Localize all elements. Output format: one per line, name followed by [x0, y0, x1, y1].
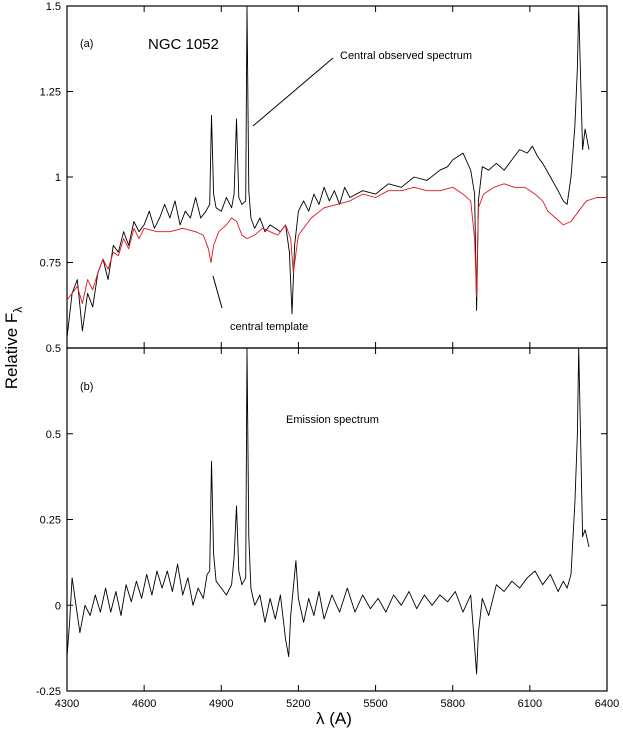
x-tick-label: 6100	[518, 698, 542, 710]
panel-a-series	[66, 5, 607, 338]
annotation-template: central template	[230, 321, 308, 333]
y-tick-label: 0.75	[40, 258, 61, 270]
y-tick-label: 0.5	[46, 429, 61, 441]
y-tick-label: 0	[55, 600, 61, 612]
panel-a-frame	[66, 5, 608, 349]
y-tick-label: 1	[55, 172, 61, 184]
y-tick-label: -0.25	[36, 686, 61, 698]
annotation-emission: Emission spectrum	[286, 414, 379, 426]
annotation-template-leader	[212, 275, 223, 309]
y-tick-label: 0.25	[40, 515, 61, 527]
spectrum-line-black	[66, 5, 590, 338]
panel-a-tag: (a)	[80, 38, 93, 50]
y-axis-label-subscript: λ	[11, 307, 25, 313]
chart-title: NGC 1052	[148, 36, 219, 53]
y-tick-label: 1.5	[46, 1, 61, 13]
x-tick-label: 4600	[132, 698, 156, 710]
y-axis-label-main: Relative F	[2, 313, 21, 390]
x-tick-label: 5200	[286, 698, 310, 710]
annotation-observed: Central observed spectrum	[340, 50, 472, 62]
spectrum-line-black	[66, 347, 590, 675]
y-tick-label: 1.25	[40, 87, 61, 99]
x-tick-label: 4900	[209, 698, 233, 710]
panel-b-ticks: -0.25 0 0.25 0.5 4300 4600 4900 5200 5500 5800 610…	[36, 348, 619, 710]
x-tick-label: 5800	[440, 698, 464, 710]
panel-b-tag: (b)	[80, 381, 93, 393]
panel-b-frame	[66, 347, 608, 692]
panel-b-series	[66, 347, 590, 675]
spectrum-line-red	[66, 183, 607, 304]
y-axis-label: Relative Fλ	[2, 307, 25, 390]
y-tick-label: 0.5	[46, 343, 61, 355]
x-tick-label: 5500	[363, 698, 387, 710]
x-tick-label: 6400	[595, 698, 619, 710]
annotation-observed-leader	[252, 57, 334, 127]
x-axis-label: λ (A)	[316, 709, 352, 728]
x-tick-label: 4300	[55, 698, 79, 710]
panel-a-ticks: 0.5 0.75 1 1.25 1.5	[40, 1, 608, 355]
